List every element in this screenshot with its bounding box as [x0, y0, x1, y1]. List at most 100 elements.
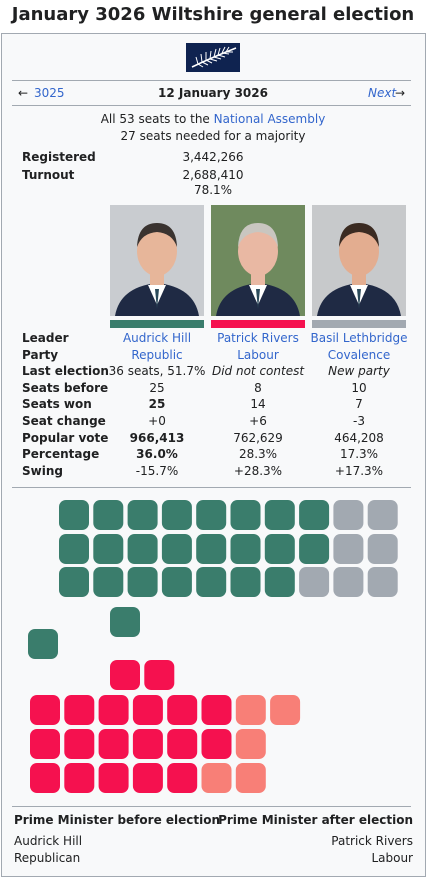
row-cell: 36.0%: [136, 447, 178, 462]
row-cell: 25: [148, 397, 166, 412]
pm-heading: Prime Minister after election: [218, 813, 413, 827]
seat: [98, 729, 129, 759]
row-cell: New party: [328, 364, 390, 379]
seat-diagram: [28, 500, 398, 793]
row-cell: 36 seats, 51.7%: [108, 364, 206, 379]
pm-party: Republican: [14, 851, 81, 865]
seat: [299, 500, 330, 530]
divider: [12, 80, 411, 81]
row-cell: 8: [254, 380, 262, 395]
seats-prefix: All 53 seats to the: [100, 112, 210, 126]
seat: [167, 763, 198, 793]
seat: [367, 534, 398, 564]
seat: [161, 500, 192, 530]
row-label: Seats before: [22, 380, 109, 395]
seat: [93, 500, 124, 530]
seat: [28, 629, 58, 659]
row-label: Last election: [22, 364, 109, 379]
seat: [333, 567, 364, 597]
seat: [64, 729, 95, 759]
candidate-photo: [211, 205, 305, 316]
row-label: Popular vote: [22, 430, 109, 445]
next-arrow: →: [395, 86, 406, 100]
assembly-link[interactable]: National Assembly: [213, 112, 326, 126]
seat: [196, 500, 227, 530]
next-link[interactable]: Next: [368, 86, 397, 100]
row-cell: 25: [149, 380, 165, 395]
seat: [264, 534, 295, 564]
seat: [167, 695, 198, 725]
row-cell: +28.3%: [233, 463, 283, 478]
majority: 27 seats needed for a majority: [120, 129, 306, 143]
row-cell: 464,208: [334, 430, 384, 445]
divider: [12, 806, 411, 807]
flag: [186, 43, 240, 72]
stat-value: 3,442,266: [182, 150, 244, 164]
seat: [110, 660, 140, 690]
prev-link[interactable]: 3025: [34, 86, 65, 100]
pm-name: Patrick Rivers: [331, 834, 413, 848]
row-label: Seats won: [22, 397, 92, 412]
seat: [201, 729, 232, 759]
row-cell[interactable]: Basil Lethbridge: [310, 331, 408, 345]
seat: [93, 534, 124, 564]
row-cell: -3: [353, 414, 365, 428]
row-label: Leader: [22, 331, 69, 345]
seat: [30, 695, 60, 725]
seat: [196, 567, 227, 597]
stat-value: 2,688,410: [182, 168, 244, 182]
seat: [230, 567, 261, 597]
row-cell[interactable]: Audrick Hill: [122, 331, 192, 345]
seat: [98, 695, 129, 725]
seat: [59, 567, 89, 597]
party-color-bar: [211, 320, 305, 328]
seat: [235, 695, 266, 725]
seat: [264, 567, 295, 597]
candidate-photo: [110, 205, 204, 316]
row-cell[interactable]: Labour: [237, 347, 279, 362]
party-color-bar: [312, 320, 406, 328]
row-cell: 14: [250, 397, 266, 412]
seat: [132, 763, 163, 793]
row-cell[interactable]: Covalence: [327, 347, 391, 362]
row-cell: 762,629: [233, 430, 283, 445]
row-cell[interactable]: Patrick Rivers: [217, 331, 299, 345]
divider: [12, 487, 411, 488]
seat: [64, 763, 95, 793]
row-cell[interactable]: Republic: [131, 347, 183, 362]
seat: [64, 695, 95, 725]
seat: [270, 695, 301, 725]
seat: [30, 729, 60, 759]
seat: [299, 567, 330, 597]
seat: [333, 534, 364, 564]
seat: [127, 500, 158, 530]
seat: [196, 534, 227, 564]
seat: [235, 763, 266, 793]
seat: [161, 567, 192, 597]
party-color-bar: [110, 320, 204, 328]
seat: [264, 500, 295, 530]
prev-arrow: ←: [18, 86, 29, 100]
seat: [132, 729, 163, 759]
seat: [93, 567, 124, 597]
seat: [59, 500, 89, 530]
stat-label: Turnout: [22, 168, 75, 182]
pm-name: Audrick Hill: [14, 834, 83, 848]
date: 12 January 3026: [158, 86, 268, 100]
row-cell: Did not contest: [211, 364, 305, 379]
row-cell: 10: [351, 380, 367, 395]
seat: [127, 534, 158, 564]
candidate-photo: [312, 205, 406, 316]
seat: [367, 500, 398, 530]
title: January 3026 Wiltshire general election: [11, 4, 415, 25]
row-cell: -15.7%: [135, 463, 179, 478]
row-cell: 966,413: [129, 430, 185, 445]
seat: [132, 695, 163, 725]
seat: [30, 763, 60, 793]
seat: [144, 660, 175, 690]
seat: [98, 763, 129, 793]
row-cell: +0: [148, 414, 166, 428]
divider: [12, 105, 411, 106]
pm-party: Labour: [371, 851, 413, 865]
